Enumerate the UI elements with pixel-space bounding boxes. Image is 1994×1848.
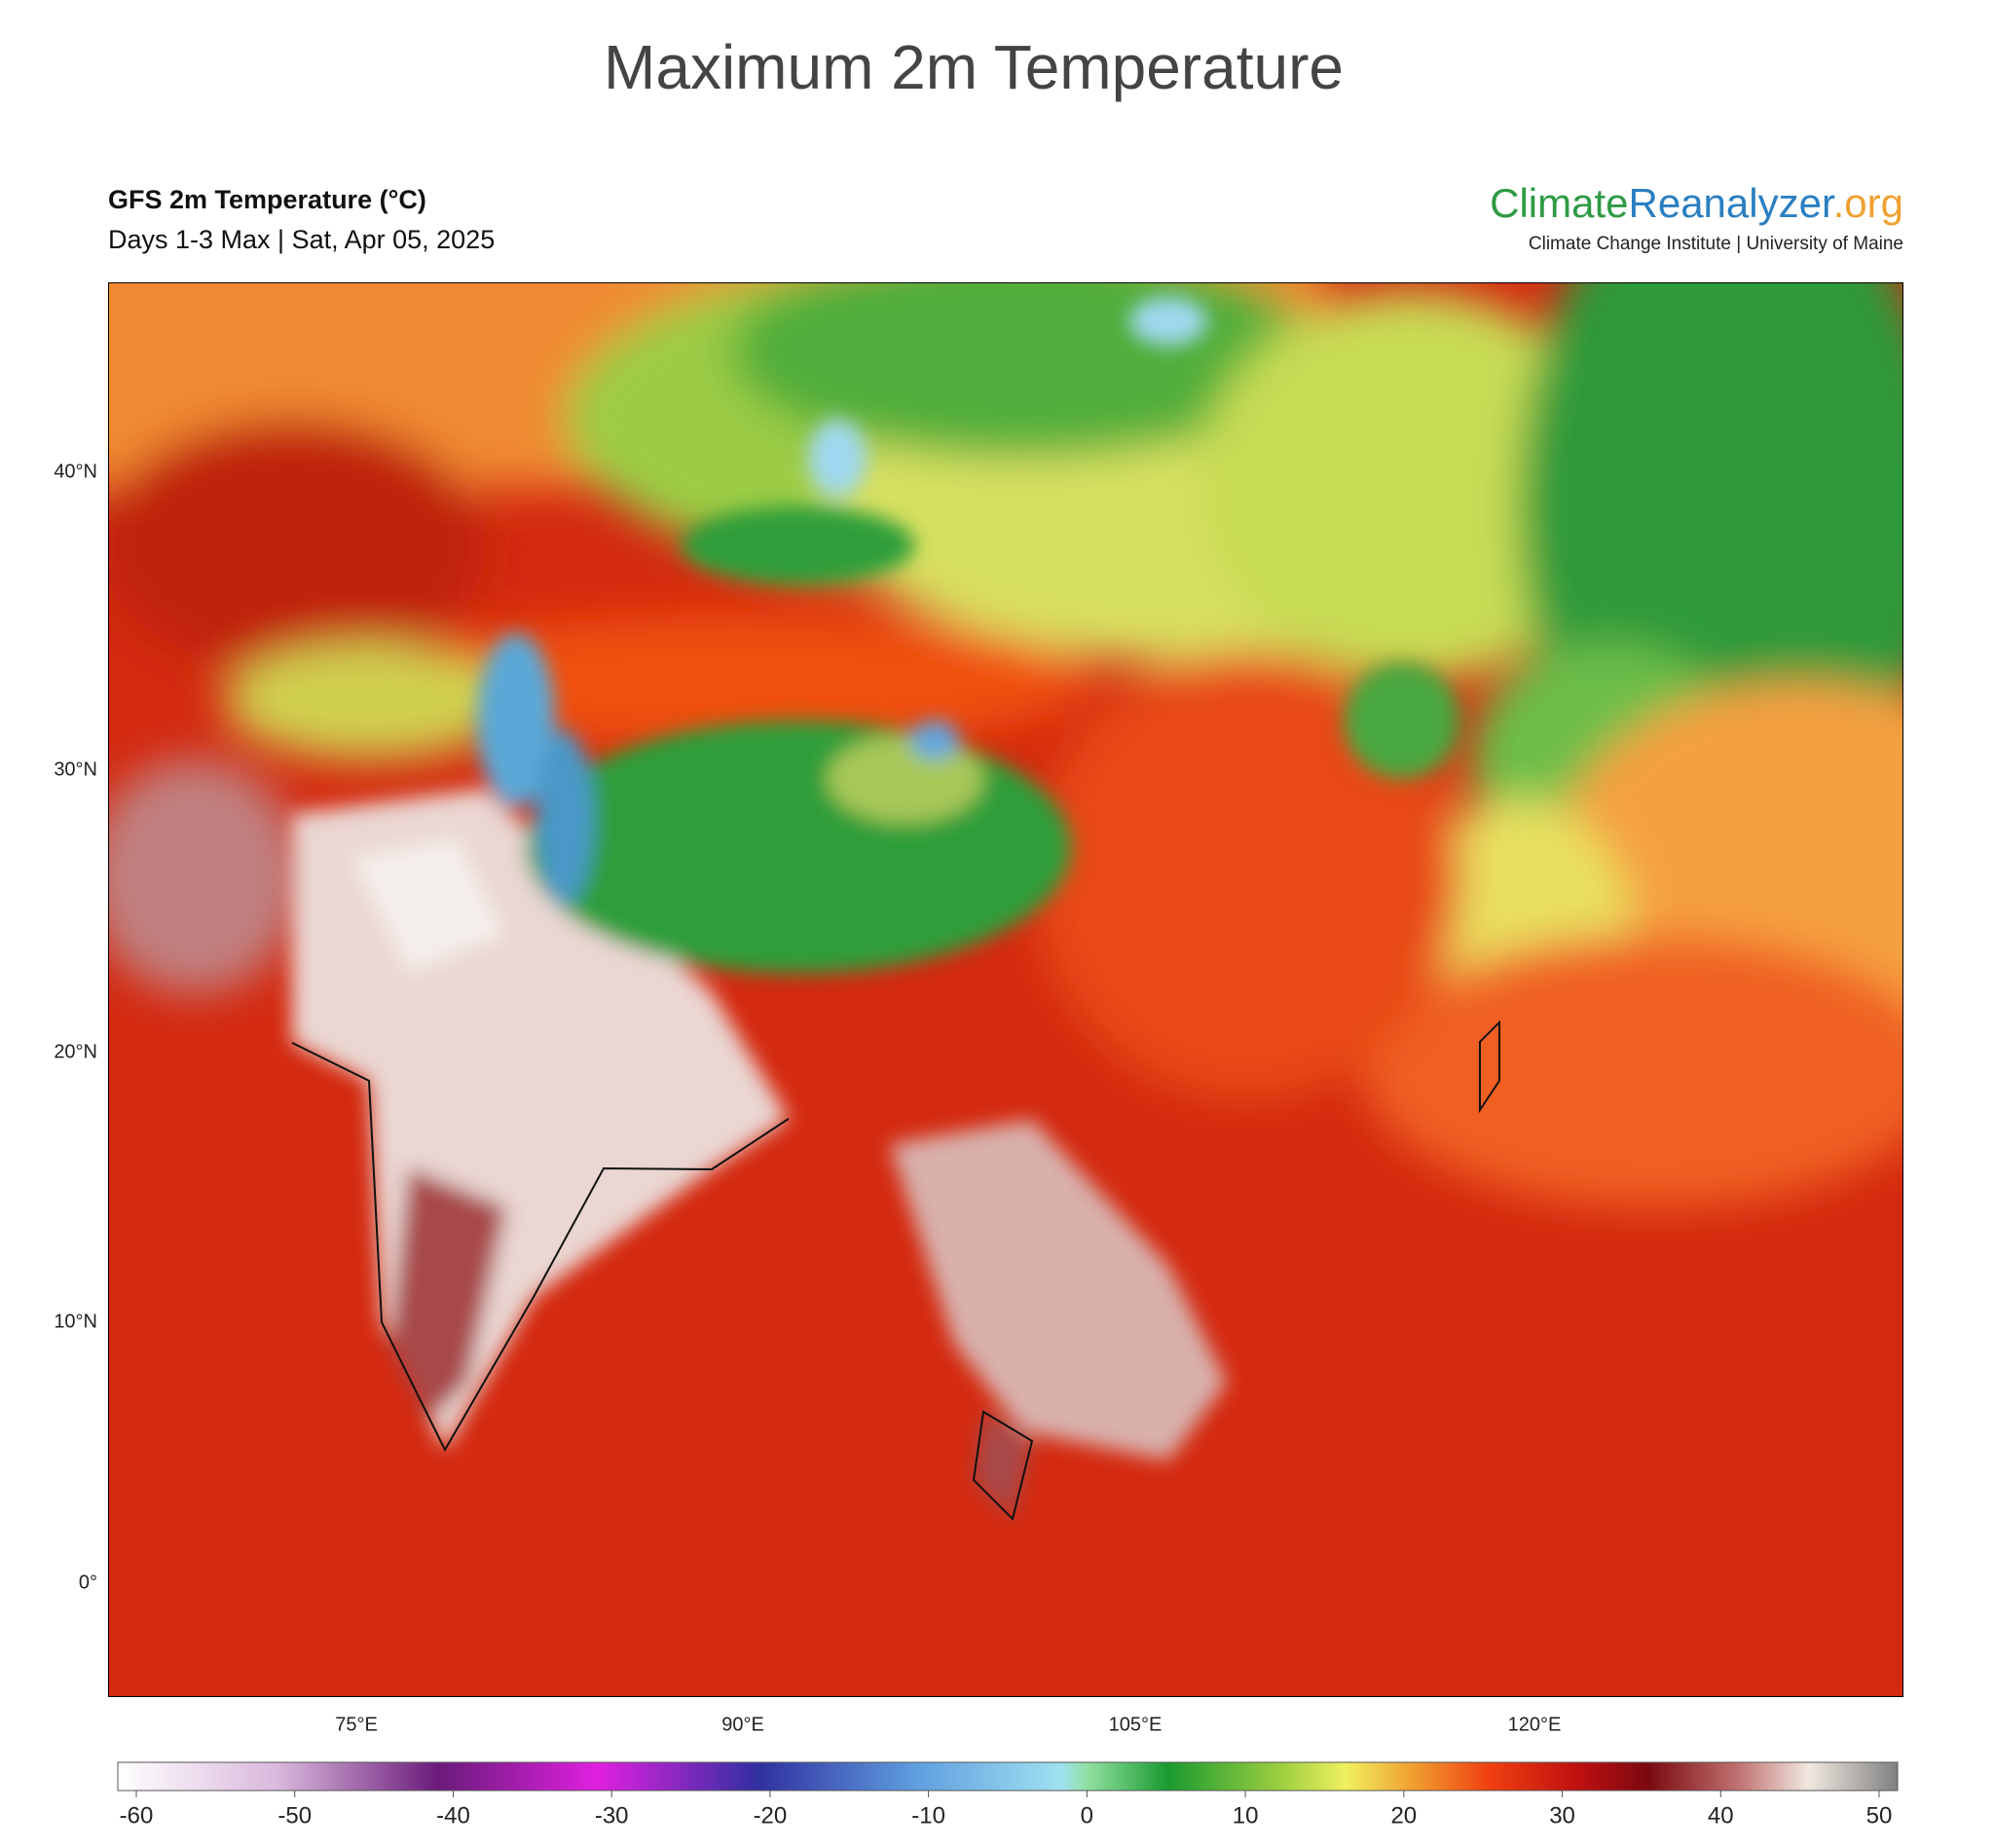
- logo-tagline: Climate Change Institute | University of…: [1529, 234, 1903, 254]
- colorbar-tick-label: 10: [1233, 1802, 1259, 1829]
- product-title: GFS 2m Temperature (°C): [108, 185, 426, 214]
- colorbar-tick-label: 50: [1866, 1802, 1893, 1829]
- product-subtitle: Days 1-3 Max | Sat, Apr 05, 2025: [108, 225, 495, 254]
- lon-label: 90°E: [721, 1714, 764, 1735]
- land-blobs: [292, 297, 1460, 1519]
- lat-label: 40°N: [54, 461, 97, 482]
- lat-axis: 40°N 30°N 20°N 10°N 0°: [54, 461, 97, 1593]
- lat-label: 0°: [79, 1571, 97, 1593]
- colorbar-tick-label: -40: [436, 1802, 470, 1829]
- logo-reanalyzer: Reanalyzer: [1629, 180, 1835, 226]
- lat-label: 10°N: [54, 1311, 97, 1332]
- logo-climate: Climate: [1490, 180, 1628, 226]
- lat-label: 20°N: [54, 1041, 97, 1062]
- logo-org: .org: [1833, 180, 1903, 226]
- temperature-field: [108, 282, 1903, 1697]
- lon-axis: 75°E 90°E 105°E 120°E: [335, 1714, 1561, 1735]
- colorbar-ticks: -60 -50 -40 -30 -20 -10 0 10 20 30 40 50: [120, 1791, 1893, 1829]
- colorbar-tick-label: 0: [1081, 1802, 1093, 1829]
- title: Maximum 2m Temperature: [604, 32, 1344, 102]
- colorbar-tick-label: 30: [1549, 1802, 1575, 1829]
- colorbar: [117, 1761, 1899, 1792]
- lat-label: 30°N: [54, 758, 97, 780]
- colorbar-tick-label: -50: [277, 1802, 312, 1829]
- logo: ClimateReanalyzer.org: [1490, 180, 1903, 226]
- field-blobs: [108, 282, 1903, 1207]
- lon-label: 75°E: [335, 1714, 378, 1735]
- coastlines: [291, 1019, 1500, 1521]
- lon-label: 105°E: [1109, 1714, 1163, 1735]
- colorbar-tick-label: 20: [1390, 1802, 1417, 1829]
- colorbar-tick-label: -20: [754, 1802, 788, 1829]
- colorbar-tick-label: 40: [1708, 1802, 1734, 1829]
- colorbar-tick-label: -60: [120, 1802, 154, 1829]
- colorbar-tick-label: -30: [595, 1802, 629, 1829]
- colorbar-tick-label: -10: [911, 1802, 945, 1829]
- lon-label: 120°E: [1508, 1714, 1562, 1735]
